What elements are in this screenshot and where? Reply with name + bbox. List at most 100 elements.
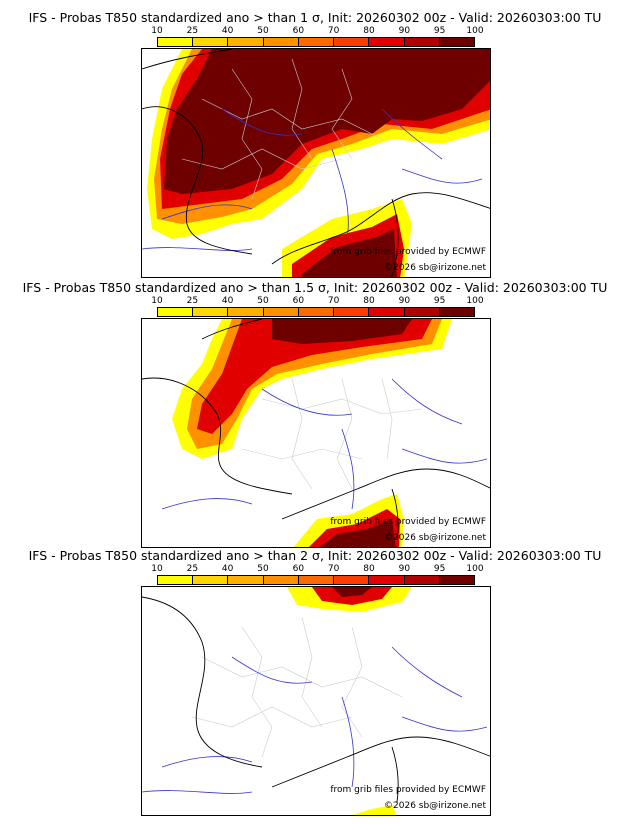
colorbar-tick-label: 95 (433, 26, 446, 36)
colorbar-swatch (158, 38, 194, 46)
colorbar-tick-label: 60 (292, 564, 305, 574)
colorbar-tick-label: 40 (221, 564, 234, 574)
panel-1-5sigma: IFS - Probas T850 standardized ano > tha… (0, 280, 630, 550)
credit-ecmwf: from grib files provided by ECMWF (330, 785, 486, 795)
colorbar-swatch (263, 576, 299, 584)
colorbar-tick-label: 70 (327, 564, 340, 574)
colorbar-tick-label: 70 (327, 296, 340, 306)
colorbar-swatch (439, 308, 474, 316)
probability-area-darkred (272, 319, 412, 344)
colorbar-tick-label: 50 (257, 564, 269, 574)
colorbar: 10 25 40 50 60 70 80 90 95 100 (151, 296, 484, 320)
colorbar-swatch (263, 38, 299, 46)
admin-borders (191, 616, 403, 758)
colorbar-swatch (334, 38, 370, 46)
colorbar-swatch (298, 38, 335, 46)
colorbar-swatches (157, 307, 475, 317)
colorbar-tick-label: 95 (433, 564, 446, 574)
rivers (142, 646, 488, 794)
colorbar-tick-label: 80 (363, 296, 375, 306)
colorbar: 10 25 40 50 60 70 80 90 95 100 (151, 26, 484, 50)
admin-borders (181, 58, 383, 200)
colorbar-tick-label: 50 (257, 296, 269, 306)
colorbar-tick-label: 10 (151, 564, 163, 574)
colorbar-tick-label: 100 (466, 26, 484, 36)
colorbar-swatch (228, 308, 264, 316)
colorbar-tick-label: 90 (398, 296, 411, 306)
colorbar-tick-label: 25 (186, 26, 199, 36)
colorbar-swatch (404, 576, 440, 584)
map-canvas (142, 587, 490, 815)
credit-site: ©2026 sb@irizone.net (384, 533, 486, 543)
colorbar-swatch (404, 38, 440, 46)
colorbar-swatch (228, 576, 264, 584)
colorbar-swatch (334, 308, 370, 316)
colorbar-swatch (439, 576, 474, 584)
colorbar-tick-label: 25 (186, 296, 199, 306)
coastlines (142, 596, 490, 803)
credit-site: ©2026 sb@irizone.net (384, 801, 486, 811)
probability-area-darkred (332, 587, 372, 597)
colorbar-swatch (404, 308, 440, 316)
colorbar-tick-label: 90 (398, 564, 411, 574)
map-canvas (142, 319, 490, 547)
colorbar: 10 25 40 50 60 70 80 90 95 100 (151, 564, 484, 588)
colorbar-swatch (298, 576, 335, 584)
colorbar-tick-labels: 10 25 40 50 60 70 80 90 95 100 (151, 296, 483, 306)
colorbar-tick-label: 50 (257, 26, 269, 36)
credit-site: ©2026 sb@irizone.net (384, 263, 486, 273)
colorbar-tick-label: 80 (363, 26, 375, 36)
colorbar-tick-label: 100 (466, 564, 484, 574)
probability-area-darkred (164, 49, 490, 194)
probability-area-med-darkred (319, 519, 396, 547)
panel-title: IFS - Probas T850 standardized ano > tha… (28, 548, 602, 563)
colorbar-tick-label: 25 (186, 564, 199, 574)
colorbar-tick-label: 80 (363, 564, 375, 574)
colorbar-tick-label: 95 (433, 296, 446, 306)
credit-ecmwf: from grib files provided by ECMWF (330, 247, 486, 257)
colorbar-swatch (439, 38, 474, 46)
colorbar-swatches (157, 575, 475, 585)
probability-area-med-darkred (302, 229, 397, 277)
admin-borders (241, 378, 423, 490)
colorbar-swatch (263, 308, 299, 316)
probability-map: from grib files provided by ECMWF ©2026 … (141, 586, 491, 816)
colorbar-swatch (193, 308, 229, 316)
colorbar-swatch (298, 308, 335, 316)
colorbar-tick-label: 100 (466, 296, 484, 306)
probability-map: from grib files provided by ECMWF ©2026 … (141, 318, 491, 548)
colorbar-tick-label: 60 (292, 296, 305, 306)
coastlines (142, 319, 490, 540)
probability-map: from grib files provided by ECMWF ©2026 … (141, 48, 491, 278)
colorbar-swatch (193, 576, 229, 584)
colorbar-swatch (369, 308, 405, 316)
colorbar-swatch (158, 576, 194, 584)
colorbar-swatch (193, 38, 229, 46)
panel-2sigma: IFS - Probas T850 standardized ano > tha… (0, 548, 630, 818)
credit-ecmwf: from grib files provided by ECMWF (330, 517, 486, 527)
colorbar-tick-label: 10 (151, 296, 163, 306)
panel-1sigma: IFS - Probas T850 standardized ano > tha… (0, 10, 630, 280)
panel-title: IFS - Probas T850 standardized ano > tha… (28, 10, 602, 25)
probability-area-red (197, 319, 432, 434)
colorbar-swatch (369, 38, 405, 46)
rivers (161, 378, 488, 510)
colorbar-tick-label: 90 (398, 26, 411, 36)
probability-area-med-yellow (352, 805, 397, 815)
coastlines (142, 49, 490, 277)
colorbar-swatch (228, 38, 264, 46)
colorbar-swatch (369, 576, 405, 584)
colorbar-swatches (157, 37, 475, 47)
map-canvas (142, 49, 490, 277)
colorbar-tick-label: 60 (292, 26, 305, 36)
colorbar-tick-label: 10 (151, 26, 163, 36)
rivers (142, 108, 483, 251)
colorbar-tick-labels: 10 25 40 50 60 70 80 90 95 100 (151, 26, 483, 36)
panel-title: IFS - Probas T850 standardized ano > tha… (22, 280, 608, 295)
colorbar-tick-label: 40 (221, 26, 234, 36)
colorbar-tick-label: 70 (327, 26, 340, 36)
colorbar-tick-labels: 10 25 40 50 60 70 80 90 95 100 (151, 564, 483, 574)
colorbar-swatch (334, 576, 370, 584)
colorbar-tick-label: 40 (221, 296, 234, 306)
colorbar-swatch (158, 308, 194, 316)
